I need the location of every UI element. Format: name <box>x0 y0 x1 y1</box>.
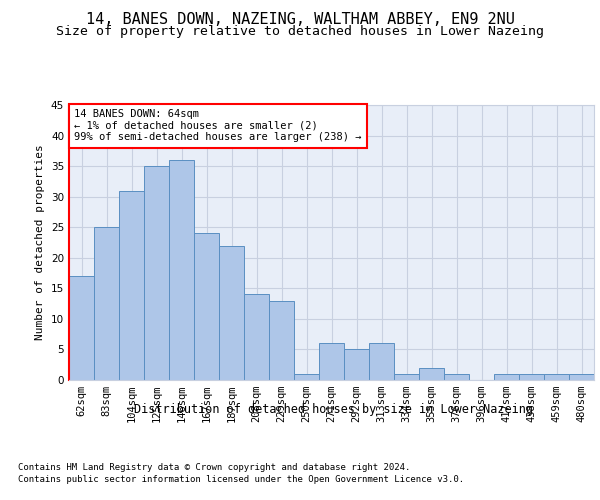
Bar <box>569 374 594 380</box>
Bar <box>494 374 519 380</box>
Text: 14, BANES DOWN, NAZEING, WALTHAM ABBEY, EN9 2NU: 14, BANES DOWN, NAZEING, WALTHAM ABBEY, … <box>86 12 514 28</box>
Bar <box>194 234 219 380</box>
Bar <box>394 374 419 380</box>
Bar <box>144 166 169 380</box>
Bar <box>244 294 269 380</box>
Bar <box>419 368 444 380</box>
Y-axis label: Number of detached properties: Number of detached properties <box>35 144 46 340</box>
Bar <box>169 160 194 380</box>
Text: Distribution of detached houses by size in Lower Nazeing: Distribution of detached houses by size … <box>134 402 533 415</box>
Bar <box>69 276 94 380</box>
Text: Contains public sector information licensed under the Open Government Licence v3: Contains public sector information licen… <box>18 475 464 484</box>
Text: 14 BANES DOWN: 64sqm
← 1% of detached houses are smaller (2)
99% of semi-detache: 14 BANES DOWN: 64sqm ← 1% of detached ho… <box>74 109 362 142</box>
Bar <box>519 374 544 380</box>
Bar <box>94 227 119 380</box>
Bar <box>344 350 369 380</box>
Bar <box>319 344 344 380</box>
Bar <box>544 374 569 380</box>
Text: Size of property relative to detached houses in Lower Nazeing: Size of property relative to detached ho… <box>56 25 544 38</box>
Bar <box>294 374 319 380</box>
Bar <box>369 344 394 380</box>
Bar <box>119 190 144 380</box>
Bar <box>444 374 469 380</box>
Text: Contains HM Land Registry data © Crown copyright and database right 2024.: Contains HM Land Registry data © Crown c… <box>18 462 410 471</box>
Bar <box>219 246 244 380</box>
Bar <box>269 300 294 380</box>
